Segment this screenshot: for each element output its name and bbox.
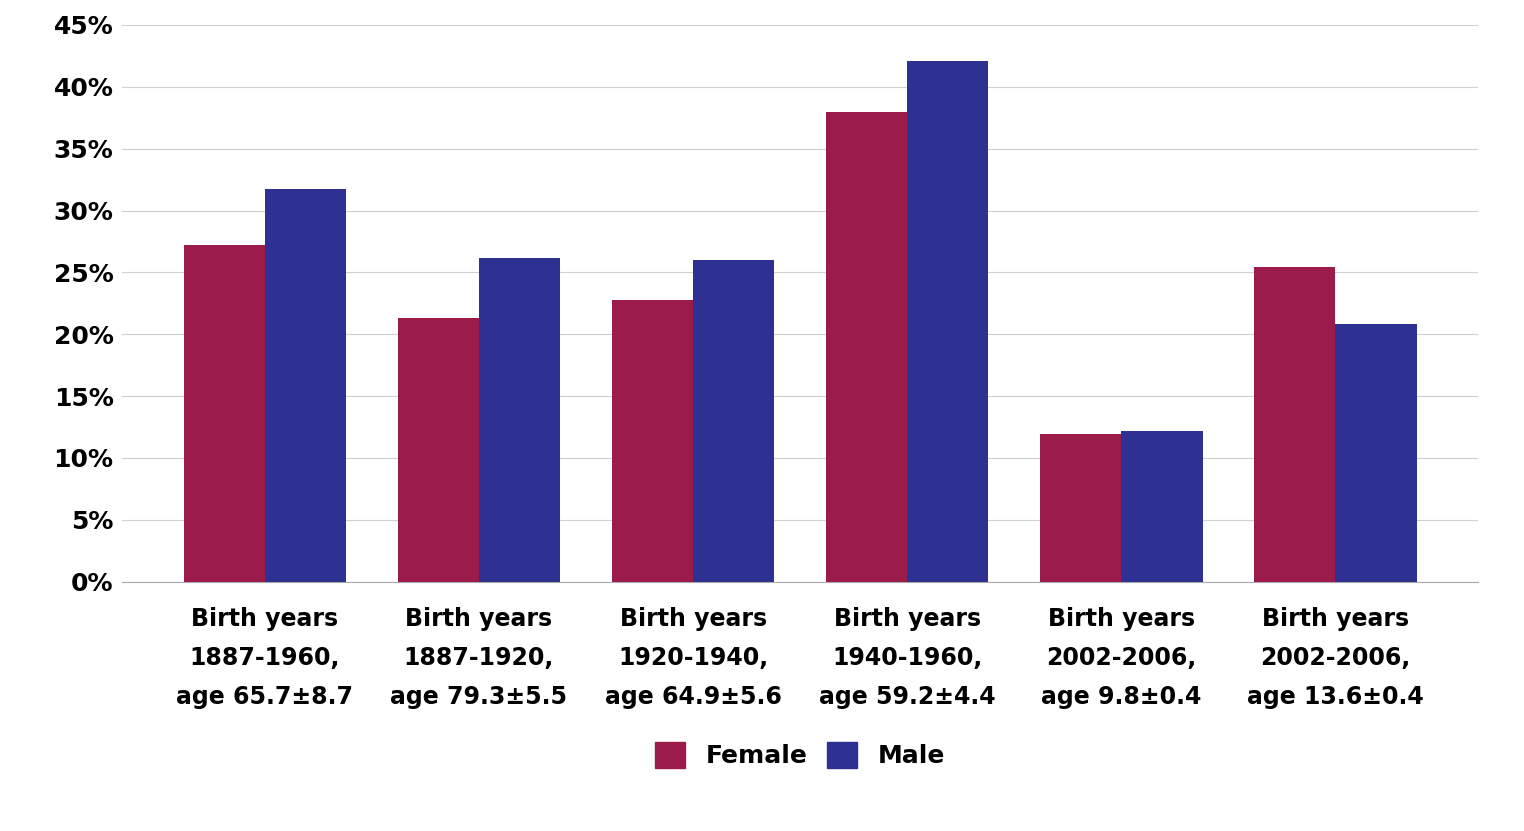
Bar (1254, 268, 1335, 582)
Bar (398, 318, 479, 582)
Legend: Female, Male: Female, Male (643, 730, 957, 781)
Bar (1122, 430, 1202, 582)
Bar (479, 258, 561, 582)
Bar (907, 61, 989, 582)
Bar (265, 189, 346, 582)
Bar (1335, 324, 1417, 582)
Bar (611, 300, 693, 582)
Bar (826, 111, 907, 582)
Bar (693, 260, 774, 582)
Bar (183, 245, 265, 582)
Bar (1039, 435, 1122, 582)
